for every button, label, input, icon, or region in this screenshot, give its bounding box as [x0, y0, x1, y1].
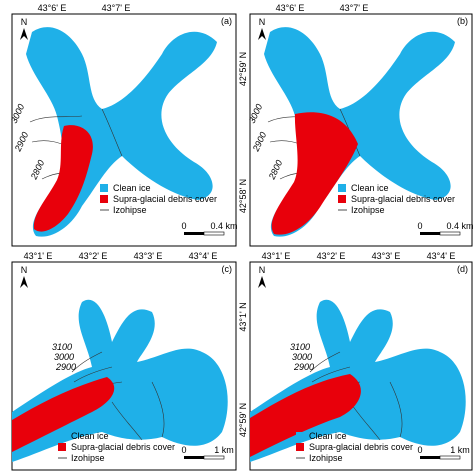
scale-label: 0: [417, 445, 422, 455]
north-label: N: [259, 265, 266, 275]
scale-bar: [203, 231, 225, 236]
legend-label: Clean ice: [113, 183, 151, 193]
legend-swatch: [58, 443, 66, 451]
latitude-label: 42°59' N: [238, 52, 248, 86]
legend-swatch: [58, 432, 66, 440]
longitude-label: 43°7' E: [102, 3, 131, 13]
north-label: N: [21, 17, 28, 27]
scale-bar: [203, 455, 225, 460]
scale-label: 1 km: [214, 445, 234, 455]
panel-label: (b): [457, 16, 468, 26]
legend-label: Supra-glacial debris cover: [309, 442, 413, 452]
legend-label: Supra-glacial debris cover: [351, 194, 455, 204]
latitude-label: 42°59' N: [238, 403, 248, 437]
panel-label: (c): [222, 264, 233, 274]
contour-label: 3000: [54, 352, 74, 362]
latitude-label: 42°58' N: [238, 179, 248, 213]
legend-swatch: [100, 195, 108, 203]
legend-label: Supra-glacial debris cover: [113, 194, 217, 204]
longitude-label: 43°2' E: [79, 251, 108, 261]
longitude-label: 43°7' E: [340, 3, 369, 13]
legend-swatch: [296, 443, 304, 451]
panel-label: (a): [221, 16, 232, 26]
latitude-label: 43°1' N: [238, 302, 248, 331]
legend-label: Izohipse: [71, 453, 105, 463]
legend-swatch: [100, 184, 108, 192]
legend-label: Supra-glacial debris cover: [71, 442, 175, 452]
north-arrow: [20, 276, 28, 288]
longitude-label: 43°6' E: [276, 3, 305, 13]
contour-label: 3100: [290, 342, 310, 352]
scale-bar: [184, 232, 204, 235]
debris: [12, 377, 115, 452]
scale-bar: [420, 456, 440, 459]
legend-label: Clean ice: [309, 431, 347, 441]
legend-label: Izohipse: [351, 205, 385, 215]
panel-label: (d): [457, 264, 468, 274]
debris: [33, 125, 93, 232]
scale-bar: [439, 231, 461, 236]
scale-label: 0.4 km: [210, 221, 237, 231]
north-arrow: [258, 276, 266, 288]
scale-label: 1 km: [450, 445, 470, 455]
north-arrow: [20, 28, 28, 40]
contour-label: 2900: [55, 362, 76, 372]
longitude-label: 43°3' E: [134, 251, 163, 261]
longitude-label: 43°4' E: [427, 251, 456, 261]
contour-label: 2900: [293, 362, 314, 372]
longitude-label: 43°3' E: [372, 251, 401, 261]
legend-label: Izohipse: [113, 205, 147, 215]
scale-bar: [184, 456, 204, 459]
legend-label: Clean ice: [351, 183, 389, 193]
legend-label: Izohipse: [309, 453, 343, 463]
scale-bar: [420, 232, 440, 235]
longitude-label: 43°4' E: [189, 251, 218, 261]
north-label: N: [21, 265, 28, 275]
scale-bar: [439, 455, 461, 460]
scale-label: 0: [181, 445, 186, 455]
scale-label: 0: [181, 221, 186, 231]
longitude-label: 43°6' E: [38, 3, 67, 13]
legend-label: Clean ice: [71, 431, 109, 441]
contour-label: 3100: [52, 342, 72, 352]
longitude-label: 43°1' E: [24, 251, 53, 261]
scale-label: 0: [417, 221, 422, 231]
legend-swatch: [338, 195, 346, 203]
legend-swatch: [296, 432, 304, 440]
contour-label: 3000: [292, 352, 312, 362]
longitude-label: 43°1' E: [262, 251, 291, 261]
scale-label: 0.4 km: [446, 221, 473, 231]
debris: [250, 374, 361, 457]
debris: [271, 112, 358, 235]
longitude-label: 43°2' E: [317, 251, 346, 261]
north-arrow: [258, 28, 266, 40]
legend-swatch: [338, 184, 346, 192]
north-label: N: [259, 17, 266, 27]
